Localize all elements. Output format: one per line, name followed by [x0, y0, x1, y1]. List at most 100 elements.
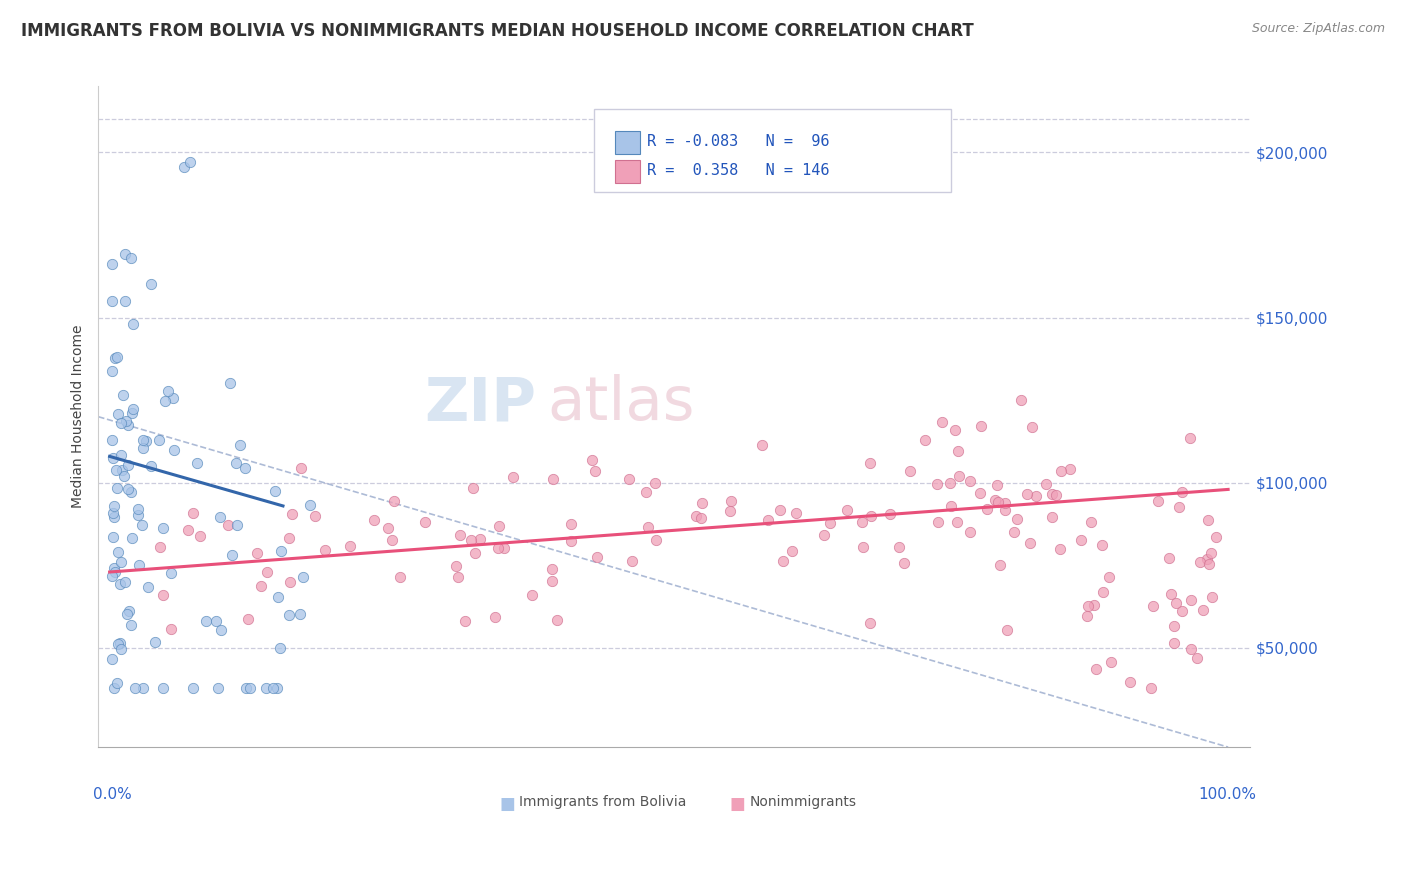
Point	[988, 558, 1011, 572]
Point	[1119, 675, 1142, 690]
Point	[131, 517, 153, 532]
Point	[177, 523, 200, 537]
Point	[685, 508, 707, 523]
Point	[173, 160, 195, 174]
Text: ■: ■	[730, 795, 745, 813]
Point	[751, 438, 773, 452]
Point	[644, 475, 666, 490]
Point	[114, 247, 136, 261]
Point	[181, 506, 204, 520]
Point	[277, 531, 299, 545]
Point	[1180, 592, 1202, 607]
Point	[1040, 486, 1063, 500]
Point	[939, 476, 962, 491]
Point	[127, 508, 149, 522]
Text: 100.0%: 100.0%	[1198, 787, 1256, 802]
Point	[108, 577, 131, 591]
Point	[887, 540, 910, 554]
Point	[111, 388, 134, 402]
Point	[225, 456, 247, 470]
Point	[690, 510, 713, 524]
Point	[772, 554, 794, 568]
Point	[1019, 536, 1042, 550]
Point	[127, 502, 149, 516]
Point	[1140, 681, 1163, 695]
Point	[143, 634, 166, 648]
Point	[225, 517, 247, 532]
Point	[1010, 393, 1032, 408]
Point	[105, 481, 128, 495]
Point	[121, 406, 143, 420]
Point	[1201, 590, 1223, 604]
Point	[617, 472, 640, 486]
Point	[1002, 524, 1025, 539]
Point	[148, 433, 170, 447]
Point	[103, 681, 125, 695]
Text: 0.0%: 0.0%	[93, 787, 131, 802]
Point	[541, 574, 564, 589]
Point	[720, 494, 742, 508]
Point	[1163, 636, 1185, 650]
Point	[959, 524, 981, 539]
Point	[107, 637, 129, 651]
Point	[135, 434, 157, 449]
Point	[179, 154, 201, 169]
Point	[1205, 530, 1227, 544]
Point	[132, 433, 155, 447]
Point	[959, 474, 981, 488]
Point	[782, 544, 804, 558]
Point	[111, 463, 134, 477]
Point	[104, 462, 127, 476]
Point	[101, 433, 124, 447]
Point	[583, 465, 606, 479]
Point	[1045, 488, 1067, 502]
Point	[236, 612, 259, 626]
Point	[1083, 599, 1105, 613]
Point	[114, 293, 136, 308]
Point	[645, 533, 668, 547]
Point	[233, 460, 256, 475]
Point	[546, 613, 568, 627]
Point	[893, 557, 915, 571]
Point	[101, 257, 124, 271]
Point	[221, 549, 243, 563]
Point	[110, 448, 132, 462]
Point	[756, 513, 779, 527]
Point	[1017, 486, 1039, 500]
Point	[152, 588, 174, 602]
Point	[541, 472, 564, 486]
Point	[124, 681, 146, 695]
Point	[945, 423, 967, 437]
Text: IMMIGRANTS FROM BOLIVIA VS NONIMMIGRANTS MEDIAN HOUSEHOLD INCOME CORRELATION CHA: IMMIGRANTS FROM BOLIVIA VS NONIMMIGRANTS…	[21, 22, 974, 40]
Point	[159, 566, 181, 580]
Point	[1178, 431, 1201, 445]
Point	[132, 681, 155, 695]
Point	[290, 461, 312, 475]
Point	[235, 681, 257, 695]
Point	[718, 504, 741, 518]
Point	[1180, 641, 1202, 656]
Point	[1171, 485, 1194, 500]
Point	[946, 443, 969, 458]
Point	[994, 496, 1017, 510]
Point	[690, 496, 713, 510]
Point	[463, 546, 485, 560]
Point	[852, 540, 875, 554]
Point	[107, 407, 129, 421]
Point	[228, 438, 250, 452]
Point	[927, 477, 949, 491]
Point	[927, 515, 949, 529]
Point	[1050, 464, 1073, 478]
Point	[1005, 511, 1028, 525]
Point	[446, 559, 468, 574]
Point	[634, 484, 657, 499]
Text: Nonimmigrants: Nonimmigrants	[749, 795, 856, 809]
Point	[637, 520, 659, 534]
Point	[186, 456, 208, 470]
Point	[813, 527, 835, 541]
Point	[101, 294, 124, 309]
Point	[115, 607, 138, 621]
Point	[413, 515, 436, 529]
Text: ■: ■	[499, 795, 515, 813]
Point	[447, 570, 470, 584]
